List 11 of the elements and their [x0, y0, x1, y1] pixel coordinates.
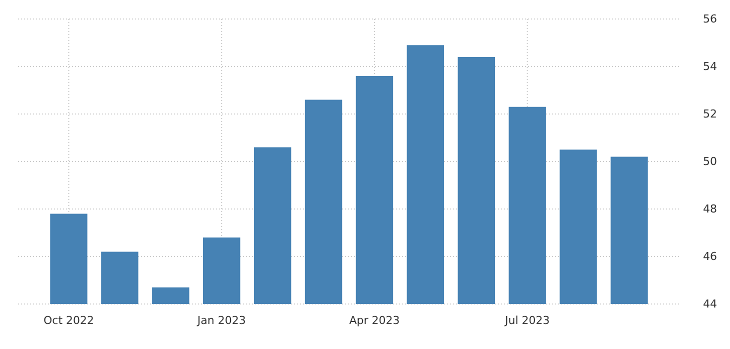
y-tick-label: 56 — [703, 12, 717, 26]
x-tick-label: Jul 2023 — [504, 314, 550, 327]
y-tick-label: 52 — [703, 108, 717, 121]
y-tick-label: 48 — [703, 202, 717, 216]
y-tick-label: 54 — [703, 60, 717, 74]
y-tick-label: 46 — [703, 250, 717, 264]
x-tick-label: Oct 2022 — [43, 314, 94, 327]
y-tick-label: 50 — [703, 155, 717, 168]
x-tick-label: Jan 2023 — [196, 314, 246, 327]
y-tick-label: 44 — [703, 298, 717, 311]
x-tick-label: Apr 2023 — [349, 314, 400, 327]
